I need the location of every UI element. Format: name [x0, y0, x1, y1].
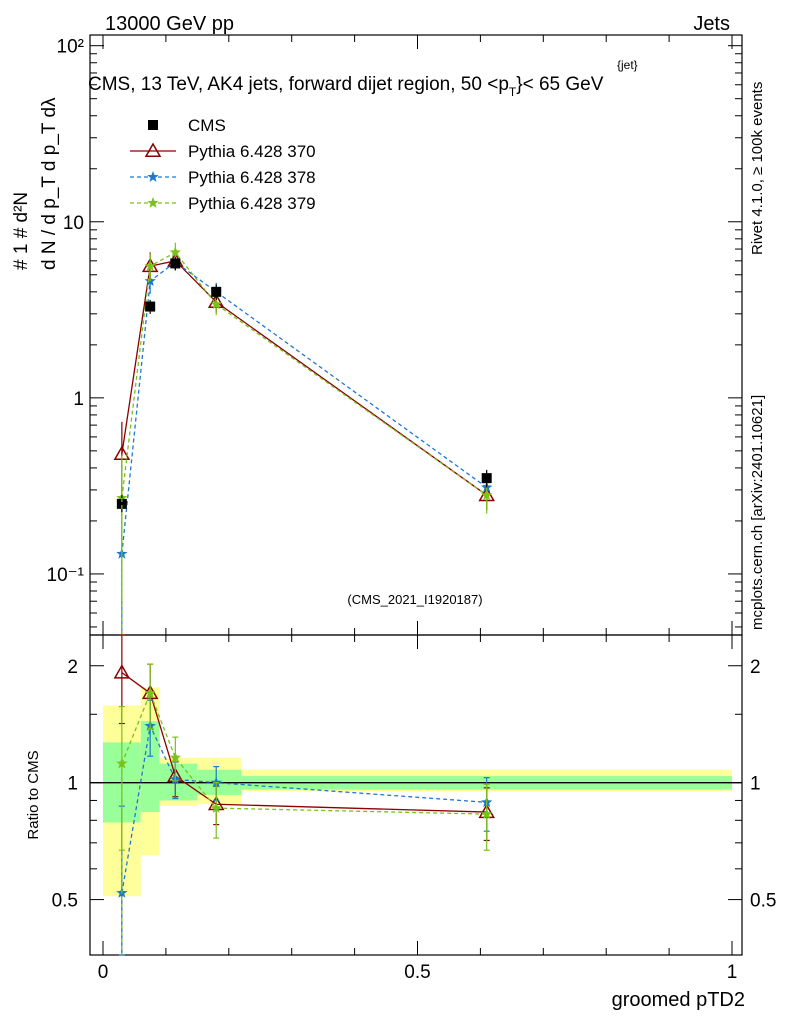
legend-label-pythia-6-428-378: Pythia 6.428 378	[188, 168, 316, 187]
ratio-point-pythia-6-428-379	[116, 757, 128, 769]
ratio-line-pythia-6-428-378	[121, 723, 487, 894]
y-axis-title-top: # 1 # d²N d N / d p_T d p_T dλ	[11, 97, 60, 270]
y-tick-label-bottom: 2	[67, 657, 78, 678]
ratio-point-pythia-6-428-379	[144, 687, 156, 698]
point-cms	[211, 286, 222, 297]
point-cms	[145, 301, 156, 312]
y-axis-title-top-sub: d N / d p_T d p_T dλ	[39, 97, 60, 270]
ratio-point-pythia-6-428-379	[210, 802, 222, 813]
x-tick-label: 1	[727, 962, 738, 983]
series-line-pythia-6-428-378	[121, 261, 488, 554]
x-tick-label: 0.5	[404, 962, 430, 983]
bottom-panel-frame	[89, 634, 743, 956]
side-label-rivet: Rivet 4.1.0, ≥ 100k events	[749, 82, 766, 255]
watermark: (CMS_2021_I1920187)	[347, 592, 482, 607]
point-pythia-6-428-379	[210, 298, 222, 310]
ratio-point-pythia-6-428-379	[169, 751, 181, 763]
legend-label-pythia-6-428-379: Pythia 6.428 379	[188, 194, 316, 213]
header-right: Jets	[693, 13, 730, 35]
legend-marker-cms	[148, 120, 158, 130]
legend-label-cms: CMS	[188, 116, 226, 135]
y-axis-title-bottom: Ratio to CMS	[25, 750, 42, 839]
point-cms	[116, 498, 127, 509]
plot-title-sub: T	[509, 85, 517, 99]
ratio-line-pythia-6-428-379	[121, 691, 487, 815]
y-tick-label-bottom: 0.5	[52, 891, 78, 912]
y-tick-label-bottom: 1	[67, 774, 78, 795]
plot-title: CMS, 13 TeV, AK4 jets, forward dijet reg…	[88, 74, 604, 99]
y-tick-label-bottom-right: 1	[750, 774, 761, 795]
ratio-point-pythia-6-428-370	[113, 664, 131, 679]
y-tick-label-top: 10²	[57, 37, 84, 58]
header-left: 13000 GeV pp	[105, 13, 234, 35]
series-line-pythia-6-428-370	[121, 260, 488, 496]
point-pythia-6-428-379	[144, 260, 156, 271]
y-tick-label-top: 10	[63, 213, 84, 234]
side-label-mcplots: mcplots.cern.ch [arXiv:2401.10621]	[749, 395, 766, 630]
legend-marker-pythia-6-428-370	[144, 142, 162, 157]
point-pythia-6-428-379	[169, 246, 181, 258]
x-axis-title: groomed pTD2	[612, 989, 745, 1011]
point-pythia-6-428-379	[481, 489, 493, 501]
plot-title-sup: {jet}	[617, 58, 638, 72]
y-tick-label-bottom-right: 2	[750, 657, 761, 678]
plot-title-tail: }< 65 GeV	[516, 74, 603, 95]
y-tick-label-bottom-right: 0.5	[750, 891, 776, 912]
series-line-pythia-6-428-379	[121, 251, 488, 499]
legend-marker-pythia-6-428-379	[147, 197, 159, 208]
plot-title-main: CMS, 13 TeV, AK4 jets, forward dijet reg…	[88, 74, 509, 95]
y-axis-title-top-main: # 1 # d²N	[11, 192, 32, 270]
legend-label-pythia-6-428-370: Pythia 6.428 370	[188, 142, 316, 161]
band-inner	[140, 721, 160, 813]
point-cms	[170, 258, 181, 269]
ratio-point-pythia-6-428-379	[481, 808, 493, 819]
x-tick-label: 0	[98, 962, 109, 983]
legend-marker-pythia-6-428-378	[147, 171, 159, 182]
point-cms	[481, 473, 492, 484]
y-tick-label-top: 1	[73, 389, 84, 410]
y-tick-label-top: 10⁻¹	[47, 565, 85, 586]
